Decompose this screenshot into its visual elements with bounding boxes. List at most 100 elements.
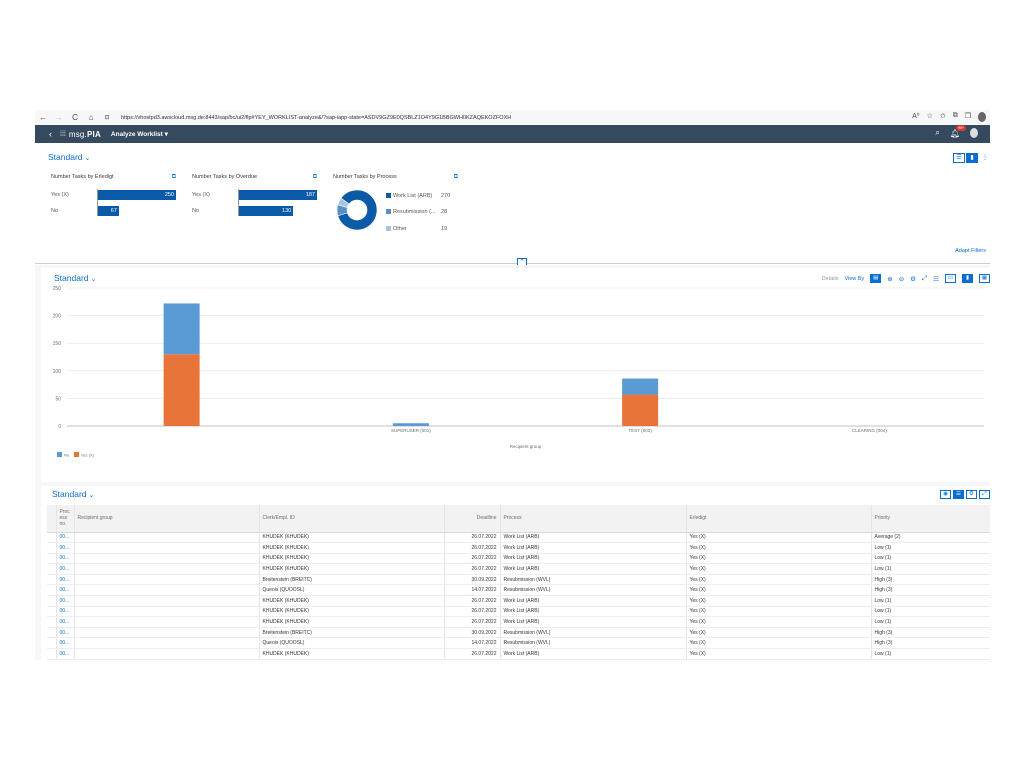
value-help-icon[interactable]: ⧉ (171, 174, 176, 180)
hybrid-view-icon[interactable]: ▦ (979, 274, 990, 283)
donut-slice[interactable] (337, 197, 350, 208)
table-row[interactable]: 00... KHUDEK (KHUDEK) 26.07.2022 Work List … (47, 563, 990, 575)
process-number-link[interactable]: 00... (56, 595, 75, 607)
back-arrow-icon[interactable]: ← (39, 113, 47, 122)
process-number-link[interactable]: 00... (56, 542, 75, 554)
table-row[interactable]: 00... Breitenstein (BREITC) 30.09.2022 Resu… (47, 627, 990, 639)
process-number-link[interactable]: 00... (56, 563, 75, 575)
bar-segment[interactable] (163, 354, 200, 426)
row-selector[interactable] (47, 584, 57, 597)
process-donut-chart[interactable] (335, 188, 379, 232)
value-help-icon[interactable]: ⧉ (312, 174, 317, 180)
process-number-link[interactable]: 00... (56, 616, 75, 628)
adapt-filters-link[interactable]: Adapt Filters (955, 248, 986, 254)
home-icon[interactable]: ⌂ (88, 113, 94, 122)
table-row[interactable]: 00... KHUDEK (KHUDEK) 26.07.2022 Work List … (47, 606, 990, 618)
row-selector[interactable] (47, 637, 57, 650)
table-settings-icon[interactable]: ⚙ (966, 490, 977, 499)
bar-segment[interactable] (163, 303, 200, 355)
user-avatar[interactable] (970, 128, 978, 138)
shell-back-icon[interactable]: ‹ (49, 129, 52, 139)
bar[interactable]: 187 (239, 190, 317, 200)
more-icon[interactable]: ⋮ (979, 153, 990, 163)
row-selector[interactable] (47, 595, 57, 607)
table-row[interactable]: 00... KHUDEK (KHUDEK) 26.07.2022 Work List … (47, 532, 990, 544)
column-header[interactable]: Deadline (444, 505, 501, 533)
column-header[interactable]: Recipient group (74, 505, 260, 533)
process-number-link[interactable]: 00... (56, 584, 75, 597)
process-number-link[interactable]: 00... (56, 606, 75, 618)
visual-filter-overdue[interactable]: Number Tasks by Overdue ⧉ Yes (X) 187 No… (192, 174, 317, 216)
visual-filter-erledigt[interactable]: Number Tasks by Erledigt ⧉ Yes (X) 250 N… (51, 174, 176, 216)
process-number-link[interactable]: 00... (56, 574, 75, 586)
process-number-link[interactable]: 00... (56, 648, 75, 660)
table-row[interactable]: 00... Queois (QUOOSL) 14.07.2022 Resubmissi… (47, 637, 990, 650)
app-grid-icon[interactable]: ⁞⁞⁞ (60, 130, 66, 138)
extensions-icon[interactable]: ❐ (964, 113, 971, 120)
settings-icon[interactable]: ⚙ (910, 275, 916, 283)
process-number-link[interactable]: 00... (56, 553, 75, 565)
zoom-in-icon[interactable]: ⊕ (887, 275, 893, 283)
bar[interactable]: 130 (239, 206, 294, 216)
company-logo[interactable]: msg.PIA (68, 129, 101, 139)
row-selector[interactable] (47, 648, 57, 660)
row-selector[interactable] (47, 574, 57, 586)
bar-row[interactable]: Yes (X) 250 (51, 190, 176, 200)
bar-segment[interactable] (622, 378, 659, 395)
chart-view-icon[interactable]: ▮ (962, 274, 973, 283)
legend-toggle-icon[interactable]: ☷ (933, 275, 939, 283)
fullscreen-icon[interactable]: ⤢ (921, 274, 928, 282)
bar-row[interactable]: No 67 (51, 206, 176, 216)
row-selector[interactable] (47, 616, 57, 628)
collections-icon[interactable]: ⧉ (952, 112, 958, 119)
column-header[interactable]: Clerk/Empl. ID (259, 505, 445, 533)
column-header[interactable]: Process (500, 505, 687, 533)
zoom-out-icon[interactable]: ⊖ (898, 275, 905, 283)
legend-item[interactable]: Work List (ARB) 270 (386, 193, 450, 199)
favorite-icon[interactable]: ☆ (926, 113, 933, 120)
visual-filter-icon[interactable]: ▮ (966, 153, 978, 163)
row-selector[interactable] (47, 532, 57, 544)
donut-slice[interactable] (337, 189, 378, 231)
process-number-link[interactable]: 00... (56, 627, 75, 639)
table-view-icon[interactable]: ▭ (945, 274, 956, 283)
bar-segment[interactable] (392, 423, 429, 426)
row-selector[interactable] (47, 606, 57, 618)
bar[interactable]: 250 (98, 190, 176, 200)
column-header[interactable]: Proc ess no. (56, 505, 75, 533)
legend-item[interactable]: Resubmission (... 28 (386, 209, 447, 215)
table-row[interactable]: 00... Breitenstein (BREITC) 30.09.2022 Resu… (47, 574, 990, 586)
table-row[interactable]: 00... KHUDEK (KHUDEK) 26.07.2022 Work List … (47, 648, 990, 660)
search-icon[interactable]: ⌕ (935, 128, 940, 137)
details-link[interactable]: Details (821, 275, 839, 282)
process-number-link[interactable]: 00... (56, 532, 75, 544)
row-selector[interactable] (47, 563, 57, 575)
value-help-icon[interactable]: ⧉ (453, 174, 458, 180)
show-details-icon[interactable]: ◉ (940, 490, 951, 499)
group-icon[interactable]: ☰ (953, 490, 964, 499)
reload-icon[interactable]: C (72, 113, 78, 122)
column-header[interactable]: Erledigt (686, 505, 872, 533)
forward-arrow-icon[interactable]: → (55, 113, 63, 122)
process-number-link[interactable]: 00... (56, 637, 75, 650)
visual-filter-process[interactable]: Number Tasks by Process ⧉ Work List (ARB… (333, 174, 458, 232)
table-variant-selector[interactable]: Standard ⌄ (52, 489, 95, 499)
chart-variant-selector[interactable]: Standard ⌄ (54, 273, 97, 283)
chart-type-icon[interactable]: ▤ (870, 274, 882, 283)
table-row[interactable]: 00... KHUDEK (KHUDEK) 26.07.2022 Work List … (47, 616, 990, 628)
select-all-cell[interactable] (47, 505, 57, 533)
table-row[interactable]: 00... KHUDEK (KHUDEK) 26.07.2022 Work List … (47, 553, 990, 565)
legend-label[interactable]: No (64, 453, 70, 458)
bar-row[interactable]: Yes (X) 187 (192, 190, 317, 200)
table-row[interactable]: 00... KHUDEK (KHUDEK) 26.07.2022 Work List … (47, 542, 990, 554)
address-bar[interactable]: https://vhostpd3.awscloud.msg.de:8443/sa… (121, 114, 512, 121)
row-selector[interactable] (47, 553, 57, 565)
app-title-menu[interactable]: Analyze Worklist ▾ (110, 131, 168, 138)
bar-row[interactable]: No 130 (192, 206, 317, 216)
filter-variant-selector[interactable]: Standard ⌄ (48, 152, 91, 162)
compact-filter-icon[interactable]: ☰ (953, 153, 965, 163)
profile-avatar[interactable] (978, 112, 986, 122)
view-by-button[interactable]: View By (844, 275, 865, 282)
column-header[interactable]: Priority (871, 505, 990, 533)
table-row[interactable]: 00... Queois (QUOOSL) 14.07.2022 Resubmissi… (47, 584, 990, 597)
